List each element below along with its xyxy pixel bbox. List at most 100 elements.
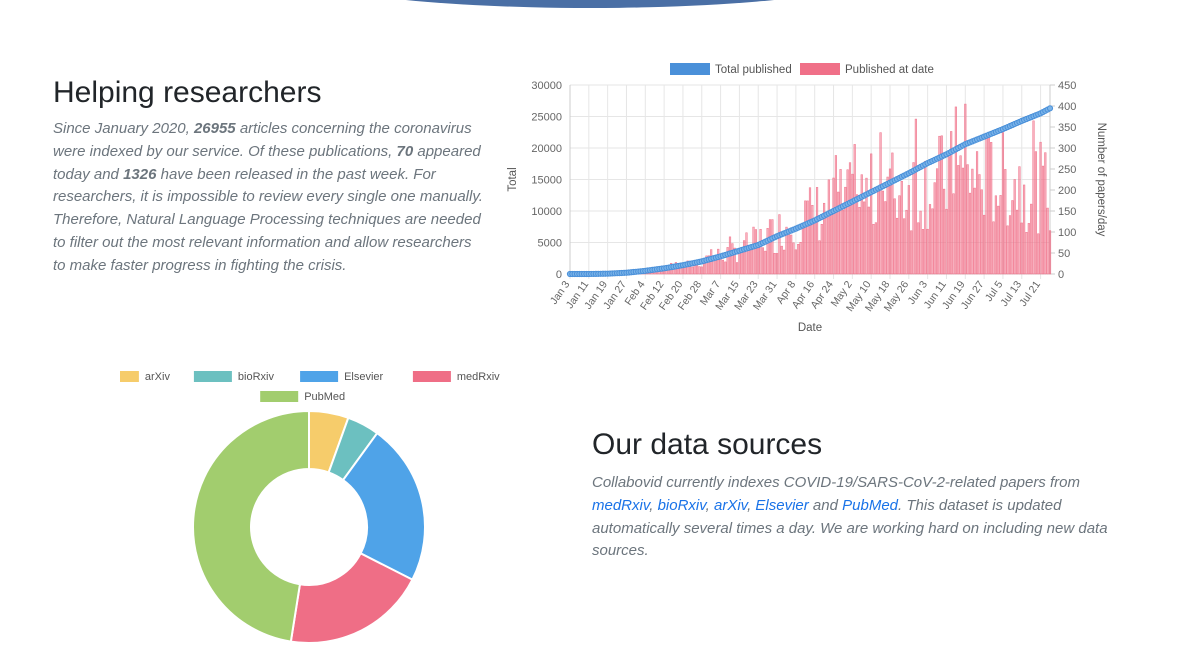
daily-bar [761,247,765,275]
legend-label-daily: Published at date [845,64,934,76]
legend-published-at-date: Published at date [800,63,934,76]
daily-bar [858,207,861,275]
daily-bar [874,222,877,275]
daily-bar [973,187,976,275]
legend-label: PubMed [304,391,345,403]
daily-bar [978,174,981,275]
daily-bar [846,169,849,275]
daily-bar [881,190,885,275]
daily-bar [900,180,903,275]
daily-bar [990,142,993,275]
daily-bar [891,152,894,275]
daily-bar [705,255,708,275]
daily-bar [773,252,776,275]
daily-bar [834,155,837,275]
daily-bar [735,262,739,275]
daily-bar [787,232,790,275]
daily-bar [1008,215,1012,275]
legend-swatch [120,371,139,382]
daily-bar [1004,169,1007,275]
daily-bar [686,260,689,275]
daily-bar [808,187,812,275]
daily-bar [1030,203,1033,275]
daily-bar [877,190,880,275]
legend-item-arxiv: arXiv [120,371,170,383]
daily-bar [1020,222,1023,275]
daily-bar [1023,184,1026,275]
daily-bar [837,191,840,275]
daily-bar [754,229,757,275]
daily-bar [992,221,995,275]
daily-bar [818,240,821,275]
daily-bars [571,103,1052,275]
daily-bar [707,255,710,275]
daily-bar [994,195,997,275]
daily-bar [1039,141,1042,275]
daily-bar [863,201,866,275]
daily-bar [820,223,823,275]
daily-bar [804,200,807,275]
daily-bar [870,153,873,275]
donut-slice-pubmed [192,409,310,643]
daily-bar [768,219,772,275]
medrxiv-link[interactable]: medRxiv [592,496,650,514]
daily-bar [959,155,962,275]
daily-bar [914,118,917,275]
y-tick-right: 250 [1058,164,1076,176]
pubmed-link[interactable]: PubMed [842,496,899,514]
daily-bar [980,189,983,275]
daily-bar [717,248,720,275]
daily-bar [790,234,793,275]
daily-bar [747,249,750,275]
x-axis-title: Date [798,322,822,334]
daily-bar [935,168,939,275]
daily-bar [698,266,701,275]
daily-bar [667,269,670,275]
daily-bar [792,242,795,275]
daily-bar [945,208,948,275]
daily-bar [855,194,859,275]
daily-bar [813,222,816,275]
daily-bar [1011,200,1014,275]
daily-bar [1048,230,1052,275]
daily-bar [1037,233,1040,275]
daily-bar [971,168,974,275]
daily-bar [968,192,972,275]
header-arc [290,0,890,8]
daily-bar [1044,152,1047,275]
daily-bar [879,132,882,275]
daily-bar [844,186,847,275]
legend-item-pubmed: PubMed [260,391,345,403]
daily-bar [726,247,729,275]
daily-bar [952,193,955,275]
daily-bar [895,217,899,275]
daily-bar [921,229,925,275]
data-sources-donut-chart: arXiv bioRxiv Elsevier medRxiv PubMed [120,371,500,644]
y-tick-right: 300 [1058,143,1076,155]
legend-total-published: Total published [670,63,792,76]
daily-bar [912,162,915,275]
daily-bar [775,253,779,275]
daily-bar [848,162,852,275]
daily-bar [872,224,875,275]
daily-bar [950,131,953,275]
total-line-series [566,105,1054,278]
elsevier-link[interactable]: Elsevier [755,496,809,514]
publications-timeline-chart: Total published Published at date 0 5000 100… [507,63,1107,334]
daily-bar [823,202,826,275]
daily-bar [764,250,767,275]
daily-bar [780,245,783,275]
week-count: 1326 [123,165,157,183]
daily-bar [721,259,725,275]
legend-swatch [300,371,339,382]
daily-bar [1018,166,1021,275]
arxiv-link[interactable]: arXiv [714,496,748,514]
daily-bar [830,213,833,275]
daily-bar [771,219,774,275]
biorxiv-link[interactable]: bioRxiv [657,496,706,514]
daily-bar [940,135,943,275]
legend-label-total: Total published [715,64,792,76]
legend-swatch-total [670,63,710,75]
daily-bar [815,187,819,275]
daily-bar [1046,207,1049,275]
